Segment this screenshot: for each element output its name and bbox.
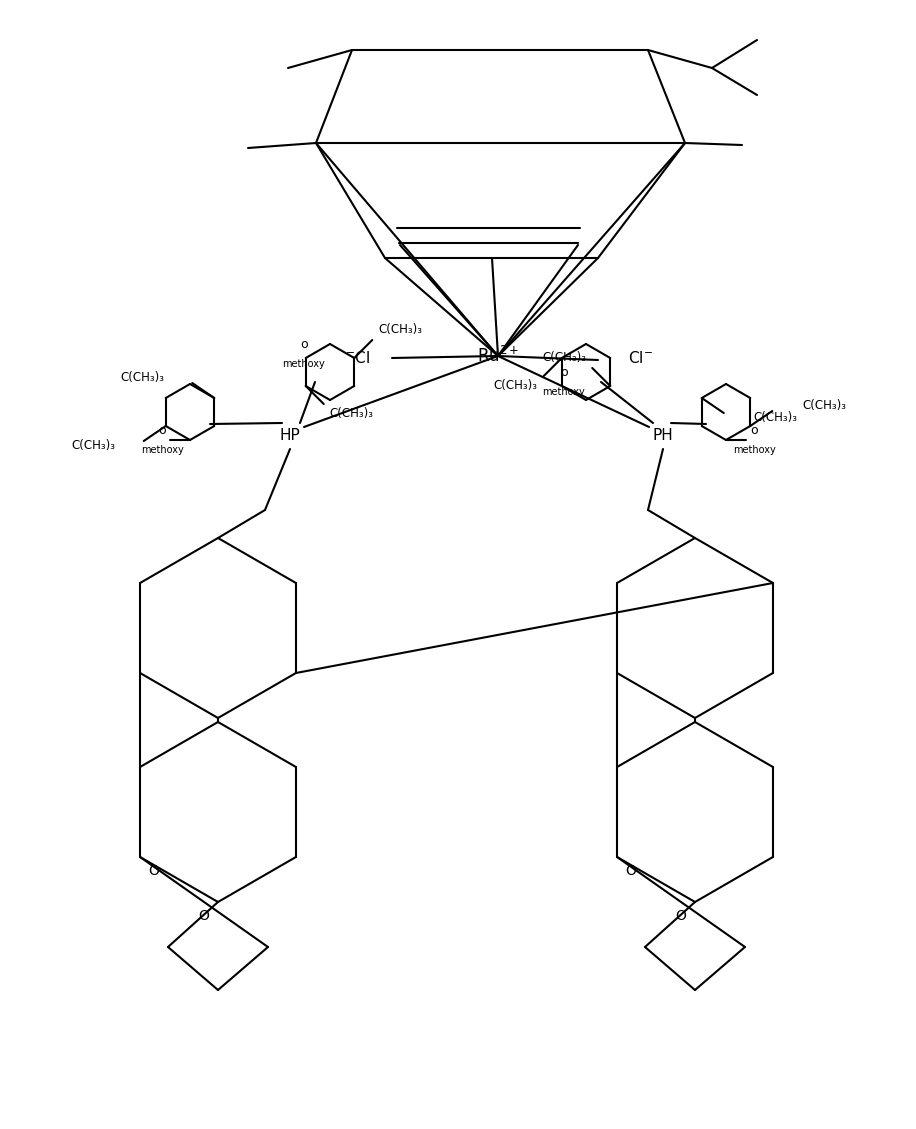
Text: methoxy: methoxy bbox=[733, 445, 775, 455]
Text: C(CH₃)₃: C(CH₃)₃ bbox=[754, 411, 798, 425]
Text: O: O bbox=[626, 864, 637, 878]
Text: o: o bbox=[560, 366, 568, 378]
Text: HP: HP bbox=[279, 428, 300, 443]
Text: $^{-}$Cl: $^{-}$Cl bbox=[345, 350, 370, 366]
Text: C(CH₃)₃: C(CH₃)₃ bbox=[378, 324, 422, 336]
Text: C(CH₃)₃: C(CH₃)₃ bbox=[542, 351, 586, 365]
Text: Cl$^{-}$: Cl$^{-}$ bbox=[628, 350, 653, 366]
Text: C(CH₃)₃: C(CH₃)₃ bbox=[330, 408, 374, 420]
Text: O: O bbox=[199, 909, 210, 924]
Text: O: O bbox=[676, 909, 686, 924]
Text: methoxy: methoxy bbox=[542, 387, 585, 397]
Text: PH: PH bbox=[652, 428, 673, 443]
Text: C(CH₃)₃: C(CH₃)₃ bbox=[494, 379, 538, 393]
Text: C(CH₃)₃: C(CH₃)₃ bbox=[120, 371, 164, 385]
Text: methoxy: methoxy bbox=[282, 359, 325, 369]
Text: methoxy: methoxy bbox=[141, 445, 183, 455]
Text: C(CH₃)₃: C(CH₃)₃ bbox=[802, 400, 846, 412]
Text: C(CH₃)₃: C(CH₃)₃ bbox=[71, 439, 115, 453]
Text: o: o bbox=[158, 423, 166, 437]
Text: O: O bbox=[148, 864, 159, 878]
Text: o: o bbox=[300, 338, 308, 350]
Text: Ru$^{2+}$: Ru$^{2+}$ bbox=[477, 345, 519, 366]
Text: o: o bbox=[750, 423, 758, 437]
